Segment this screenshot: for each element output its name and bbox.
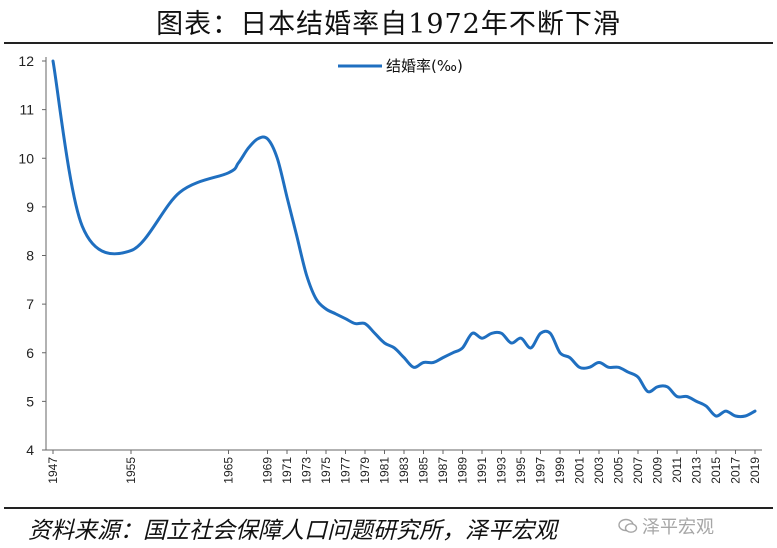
x-tick-label: 1993 [495,457,509,484]
y-tick-label: 12 [18,53,34,69]
x-tick-label: 1955 [124,457,138,484]
watermark: 泽平宏观 [618,513,714,539]
footer-divider [4,507,773,509]
x-tick-label: 2003 [592,457,606,484]
marriage-rate-line-chart: 4 5 6 7 8 9 10 11 12 1947 1955 1965 1969 1971 1973 197… [18,53,762,484]
x-axis-ticks: 1947 1955 1965 1969 1971 1973 1975 1977 1979 1981… [46,450,762,484]
x-tick-label: 2005 [612,457,626,484]
y-tick-label: 5 [26,393,34,409]
x-tick-label: 2011 [670,457,684,483]
legend-label: 结婚率(‰) [386,57,463,75]
series-line [51,59,757,419]
x-tick-label: 2015 [709,457,723,484]
x-tick-label: 2013 [690,457,704,484]
x-tick-label: 1975 [319,457,333,484]
x-tick-label: 1981 [378,457,392,484]
x-tick-label: 1999 [553,457,567,484]
series-layer [51,59,757,419]
source-note: 资料来源：国立社会保障人口问题研究所，泽平宏观 [28,518,557,544]
title-divider [4,42,773,44]
x-tick-label: 1965 [222,457,236,484]
y-tick-label: 11 [19,102,34,118]
x-tick-label: 2017 [729,457,743,484]
x-tick-label: 2007 [631,457,645,484]
axes [45,57,762,451]
x-tick-label: 1989 [456,457,470,484]
y-tick-label: 8 [26,248,34,264]
legend: 结婚率(‰) [338,57,463,75]
x-tick-label: 1983 [397,457,411,484]
x-tick-label: 1991 [475,457,489,484]
y-tick-label: 7 [26,296,34,312]
y-tick-label: 10 [18,150,34,166]
x-tick-label: 2001 [573,457,587,484]
x-tick-label: 1971 [280,457,294,484]
y-tick-label: 4 [26,442,34,458]
y-tick-label: 9 [26,199,34,215]
x-tick-label: 2009 [651,457,665,484]
x-tick-label: 1947 [46,457,60,484]
x-tick-label: 1987 [436,457,450,484]
x-tick-label: 2019 [748,457,762,484]
x-tick-label: 1985 [417,457,431,484]
x-tick-label: 1969 [261,457,275,484]
wechat-icon [618,518,638,533]
x-tick-label: 1979 [358,457,372,484]
y-axis-ticks: 4 5 6 7 8 9 10 11 12 [18,53,46,458]
page-title: 图表：日本结婚率自1972年不断下滑 [156,9,621,40]
x-tick-label: 1977 [339,457,353,484]
x-tick-label: 1973 [300,457,314,484]
watermark-text: 泽平宏观 [642,517,714,538]
y-tick-label: 6 [26,345,34,361]
x-tick-label: 1995 [514,457,528,484]
x-tick-label: 1997 [534,457,548,484]
